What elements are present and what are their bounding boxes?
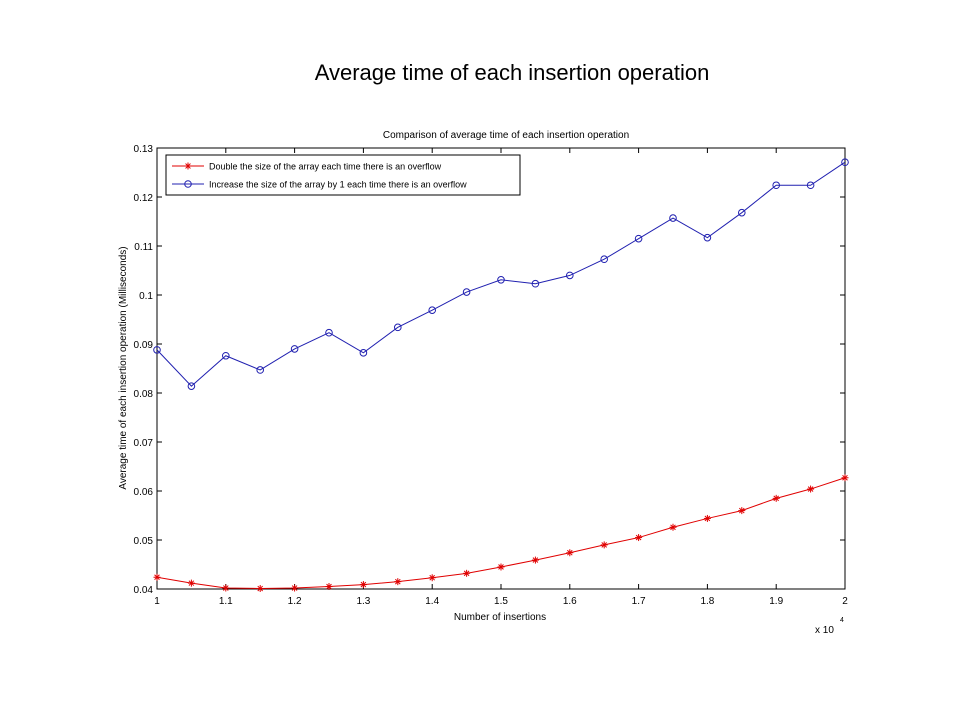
data-point-star	[359, 581, 367, 589]
x-tick-label: 1.1	[219, 596, 233, 607]
data-point-star	[497, 563, 505, 571]
data-point-circle	[222, 351, 230, 360]
y-tick-label: 0.06	[134, 487, 154, 498]
data-point-circle	[772, 181, 781, 190]
y-tick-label: 0.07	[134, 438, 154, 449]
data-point-circle	[153, 346, 161, 354]
data-point-circle	[738, 208, 746, 217]
data-point-star	[153, 573, 161, 581]
x-multiplier-label: x 10	[815, 625, 834, 636]
data-point-circle	[359, 349, 368, 357]
data-point-circle	[325, 328, 333, 337]
data-point-star	[325, 583, 333, 591]
x-tick-label: 1.9	[769, 596, 783, 607]
y-tick-label: 0.09	[134, 340, 154, 351]
y-tick-label: 0.13	[134, 144, 154, 155]
data-point-circle	[184, 180, 192, 188]
x-tick-label: 1	[154, 596, 160, 607]
data-point-circle	[290, 345, 299, 353]
x-tick-label: 1.6	[563, 596, 577, 607]
data-point-star	[187, 579, 195, 587]
data-point-star	[256, 585, 264, 593]
x-tick-label: 1.4	[425, 596, 439, 607]
legend: Double the size of the array each time t…	[165, 154, 521, 196]
y-axis-label: Average time of each insertion operation…	[118, 246, 129, 489]
data-point-circle	[566, 271, 574, 280]
x-tick-label: 1.2	[288, 596, 302, 607]
data-point-star	[841, 474, 849, 482]
data-point-star	[291, 584, 299, 592]
data-point-star	[428, 574, 436, 582]
legend-entry: Increase the size of the array by 1 each…	[172, 180, 467, 190]
data-point-circle	[256, 366, 265, 374]
data-point-star	[600, 541, 608, 549]
y-tick-label: 0.08	[134, 389, 154, 400]
legend-entry: Double the size of the array each time t…	[172, 162, 442, 172]
data-point-circle	[634, 234, 643, 243]
data-point-star	[738, 507, 746, 515]
data-point-star	[531, 556, 539, 564]
legend-label: Increase the size of the array by 1 each…	[209, 180, 467, 190]
x-tick-label: 1.8	[700, 596, 714, 607]
chart-title: Comparison of average time of each inser…	[383, 130, 629, 141]
data-point-circle	[703, 233, 712, 242]
data-point-circle	[669, 214, 677, 222]
data-point-circle	[394, 323, 402, 332]
y-tick-label: 0.1	[139, 291, 153, 302]
data-point-star	[222, 584, 230, 592]
data-point-circle	[428, 306, 437, 314]
legend-label: Double the size of the array each time t…	[209, 162, 442, 172]
x-tick-label: 1.3	[356, 596, 370, 607]
data-point-star	[669, 523, 677, 531]
data-point-star	[703, 514, 711, 522]
series-2	[153, 158, 849, 390]
data-point-circle	[497, 276, 505, 284]
data-point-star	[184, 162, 192, 170]
x-tick-label: 1.5	[494, 596, 508, 607]
data-point-circle	[600, 255, 609, 264]
data-point-circle	[531, 279, 540, 288]
data-point-circle	[462, 288, 471, 296]
data-point-star	[772, 494, 780, 502]
series-1	[153, 474, 849, 593]
legend-box	[165, 154, 521, 196]
data-point-circle	[187, 382, 196, 390]
data-point-circle	[806, 181, 815, 190]
x-axis-label: Number of insertions	[454, 612, 546, 623]
series-layer	[153, 158, 849, 593]
series-line	[156, 161, 846, 387]
x-tick-label: 2	[842, 596, 848, 607]
data-point-star	[807, 485, 815, 493]
slide-title: Average time of each insertion operation	[314, 60, 710, 85]
plot-area	[156, 147, 846, 590]
x-tick-label: 1.7	[632, 596, 646, 607]
axis-ticks: 1 1.1 1.2 1.3 1.4 1.5 1.6 1.7 1.8 1.9 2 0.04 0.05 0.0…	[134, 144, 849, 607]
y-tick-label: 0.11	[134, 242, 153, 253]
y-tick-label: 0.04	[134, 585, 154, 596]
data-point-star	[463, 569, 471, 577]
y-tick-label: 0.12	[134, 193, 154, 204]
y-tick-label: 0.05	[134, 536, 154, 547]
data-point-star	[635, 534, 643, 542]
data-point-star	[566, 549, 574, 557]
data-point-circle	[841, 158, 849, 167]
data-point-star	[394, 578, 402, 586]
x-multiplier-exponent: 4	[840, 617, 844, 624]
